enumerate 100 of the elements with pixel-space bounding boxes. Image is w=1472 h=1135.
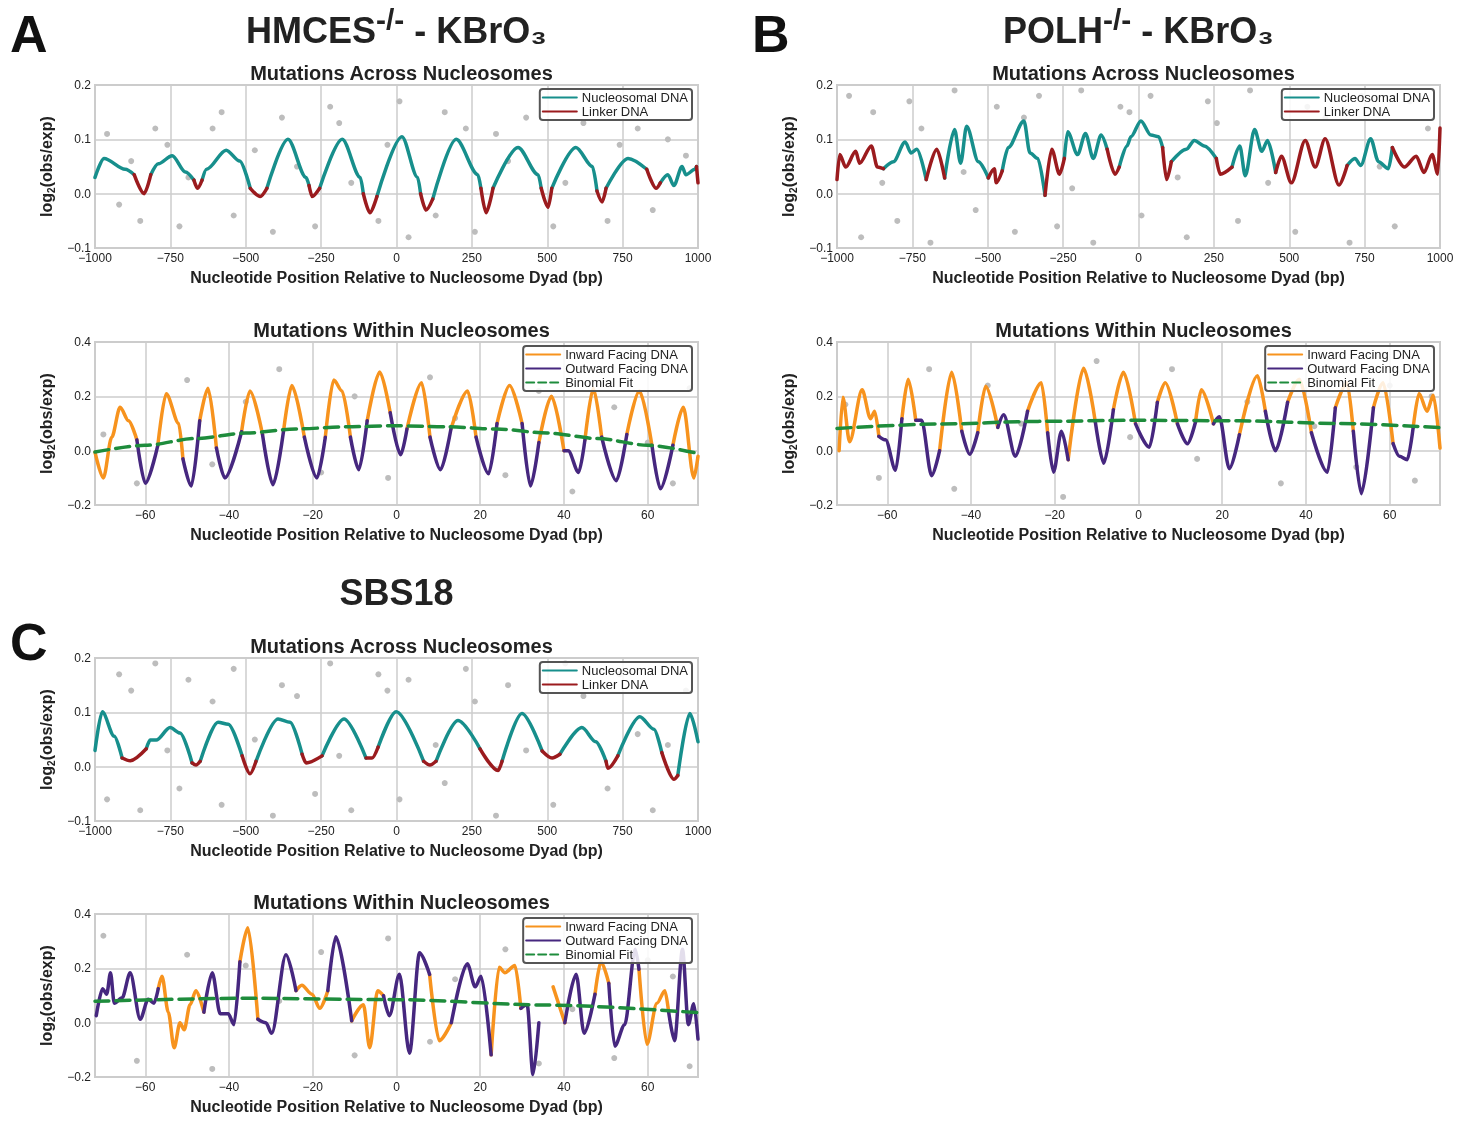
legend-label: Nucleosomal DNA [581, 663, 689, 678]
x-tick-label: 20 [1215, 508, 1230, 523]
x-tick-label: −20 [302, 508, 324, 523]
x-axis-title: Nucleotide Position Relative to Nucleosome Dyad (bp) [190, 841, 603, 859]
x-tick-label: 0 [393, 251, 401, 266]
x-tick-label: 500 [537, 824, 558, 839]
legend-label: Nucleosomal DNA [1323, 90, 1431, 105]
y-tick-label: 0.0 [74, 1015, 92, 1030]
x-tick-label: 750 [612, 824, 633, 839]
y-tick-label: 0.2 [816, 389, 834, 404]
x-tick-label: 0 [1135, 251, 1143, 266]
chart-subtitle: Mutations Across Nucleosomes [992, 62, 1295, 84]
x-axis-title: Nucleotide Position Relative to Nucleosome Dyad (bp) [190, 268, 603, 286]
x-tick-label: 40 [1299, 508, 1313, 523]
x-tick-label: −60 [877, 508, 898, 523]
x-tick-label: 750 [1354, 251, 1375, 266]
legend-label: Binomial Fit [1307, 375, 1376, 390]
x-tick-label: 0 [393, 824, 401, 839]
y-tick-label: 0.2 [74, 78, 92, 92]
y-tick-label: 0.4 [816, 335, 834, 349]
x-tick-label: 1000 [684, 824, 712, 839]
x-tick-label: 250 [461, 251, 483, 266]
x-tick-label: 500 [1279, 251, 1300, 266]
x-axis-title: Nucleotide Position Relative to Nucleosome Dyad (bp) [190, 525, 603, 543]
chart-title: Mutations Within Nucleosomes [253, 891, 550, 913]
legend-label: Linker DNA [581, 677, 649, 692]
chart-title: HMCES$^{-/-}$ - KBrO₃ [245, 2, 548, 51]
y-tick-label: −0.2 [67, 1070, 92, 1085]
x-tick-label: 20 [473, 508, 488, 523]
y-tick-label: 0.0 [74, 443, 92, 458]
y-tick-label: 0.0 [74, 759, 92, 774]
x-tick-label: 0 [393, 1080, 401, 1095]
y-tick-label: 0.0 [816, 186, 834, 201]
x-tick-label: −500 [974, 251, 1002, 266]
x-tick-label: −20 [1044, 508, 1066, 523]
y-tick-label: −0.2 [67, 498, 92, 513]
x-tick-label: −750 [898, 251, 927, 266]
legend-label: Linker DNA [1323, 104, 1391, 119]
text: C [10, 612, 48, 672]
legend-label: Inward Facing DNA [565, 919, 679, 934]
legend-label: Outward Facing DNA [1307, 361, 1431, 376]
x-tick-label: −20 [302, 1080, 324, 1095]
legend-label: Binomial Fit [565, 375, 634, 390]
x-tick-label: 750 [612, 251, 633, 266]
x-tick-label: 0 [1135, 508, 1143, 523]
x-tick-label: 20 [473, 1080, 488, 1095]
y-tick-label: 0.2 [74, 389, 92, 404]
x-tick-label: 500 [537, 251, 558, 266]
x-tick-label: 250 [1203, 251, 1225, 266]
x-tick-label: −60 [135, 508, 156, 523]
y-tick-label: 0.0 [816, 443, 834, 458]
y-tick-label: 0.1 [816, 132, 834, 147]
x-axis-title: Nucleotide Position Relative to Nucleosome Dyad (bp) [932, 268, 1345, 286]
x-tick-label: 40 [557, 1080, 571, 1095]
y-tick-label: 0.2 [816, 78, 834, 92]
x-tick-label: 60 [1383, 508, 1397, 523]
text: B [752, 4, 790, 64]
legend-label: Inward Facing DNA [1307, 347, 1421, 362]
x-tick-label: 1000 [684, 251, 712, 266]
x-tick-label: −250 [1049, 251, 1077, 266]
chart-title: Mutations Within Nucleosomes [253, 319, 550, 341]
x-tick-label: −750 [156, 251, 185, 266]
y-tick-label: 0.1 [74, 705, 92, 720]
y-tick-label: 0.2 [74, 961, 92, 976]
legend-label: Outward Facing DNA [565, 361, 689, 376]
chart-title: Mutations Within Nucleosomes [995, 319, 1292, 341]
x-tick-label: 250 [461, 824, 483, 839]
chart-title: POLH$^{-/-}$ - KBrO₃ [1002, 2, 1275, 51]
x-axis-title: Nucleotide Position Relative to Nucleosome Dyad (bp) [190, 1097, 603, 1115]
x-tick-label: 60 [641, 508, 655, 523]
x-tick-label: 0 [393, 508, 401, 523]
x-tick-label: −40 [960, 508, 982, 523]
x-tick-label: −1000 [78, 824, 113, 839]
y-tick-label: 0.4 [74, 335, 92, 349]
x-axis-title: Nucleotide Position Relative to Nucleosome Dyad (bp) [932, 525, 1345, 543]
x-tick-label: 40 [557, 508, 571, 523]
y-tick-label: 0.1 [74, 132, 92, 147]
y-tick-label: −0.2 [809, 498, 834, 513]
x-tick-label: −40 [218, 1080, 240, 1095]
x-tick-label: −60 [135, 1080, 156, 1095]
legend-label: Inward Facing DNA [565, 347, 679, 362]
x-tick-label: −40 [218, 508, 240, 523]
x-tick-label: −500 [232, 824, 260, 839]
y-tick-label: 0.0 [74, 186, 92, 201]
x-tick-label: −750 [156, 824, 185, 839]
chart-title: SBS18 [338, 571, 455, 615]
legend-label: Nucleosomal DNA [581, 90, 689, 105]
text: A [10, 4, 48, 64]
y-tick-label: 0.4 [74, 907, 92, 921]
x-tick-label: −1000 [820, 251, 855, 266]
legend-label: Outward Facing DNA [565, 933, 689, 948]
chart-subtitle: Mutations Across Nucleosomes [250, 635, 553, 657]
x-tick-label: −250 [307, 251, 335, 266]
x-tick-label: 60 [641, 1080, 655, 1095]
x-tick-label: −250 [307, 824, 335, 839]
legend-label: Binomial Fit [565, 947, 634, 962]
chart-subtitle: Mutations Across Nucleosomes [250, 62, 553, 84]
legend-label: Linker DNA [581, 104, 649, 119]
x-tick-label: 1000 [1426, 251, 1454, 266]
y-tick-label: 0.2 [74, 651, 92, 665]
